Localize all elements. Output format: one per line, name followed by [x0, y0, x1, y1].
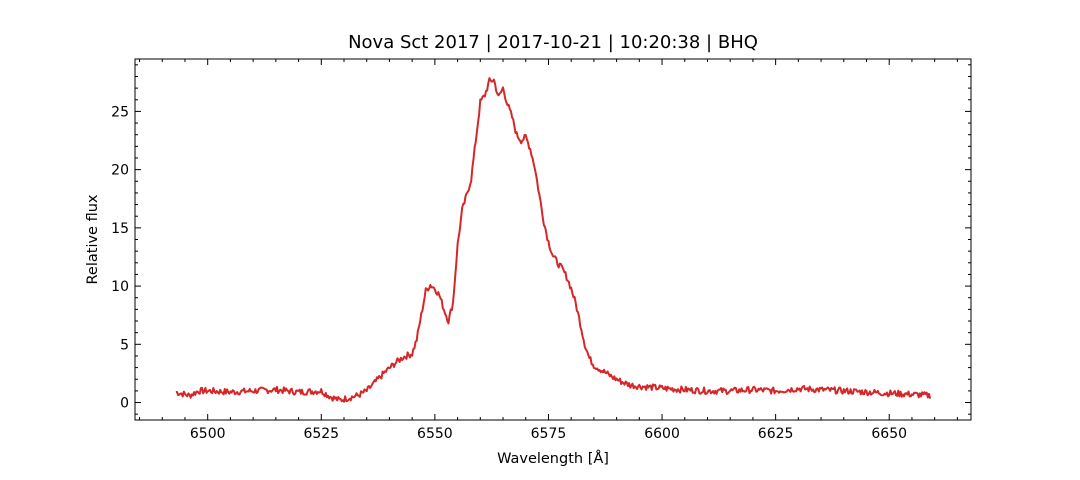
x-axis-label: Wavelength [Å]: [497, 450, 609, 467]
axis-ticks: [135, 59, 971, 420]
series-line-flux: [175, 77, 932, 403]
y-tick-label: 5: [120, 337, 129, 353]
x-tick-label: 6525: [303, 426, 339, 442]
x-tick-label: 6650: [871, 426, 907, 442]
y-tick-label: 0: [120, 396, 129, 412]
x-tick-label: 6575: [531, 426, 567, 442]
x-tick-label: 6625: [758, 426, 794, 442]
x-tick-label: 6500: [190, 426, 226, 442]
x-tick-label: 6600: [644, 426, 680, 442]
y-tick-label: 25: [111, 104, 129, 120]
x-tick-label: 6550: [417, 426, 453, 442]
plot-frame: [134, 58, 972, 421]
y-axis-label: Relative flux: [85, 194, 101, 284]
chart-title: Nova Sct 2017 | 2017-10-21 | 10:20:38 | …: [348, 32, 758, 53]
tick-labels: 6500 6525 6550 6575 6600 6625 6650 0 5 10 15 20 25: [111, 104, 907, 442]
y-tick-label: 10: [111, 279, 129, 295]
y-tick-label: 20: [111, 163, 129, 179]
y-tick-label: 15: [111, 221, 129, 237]
